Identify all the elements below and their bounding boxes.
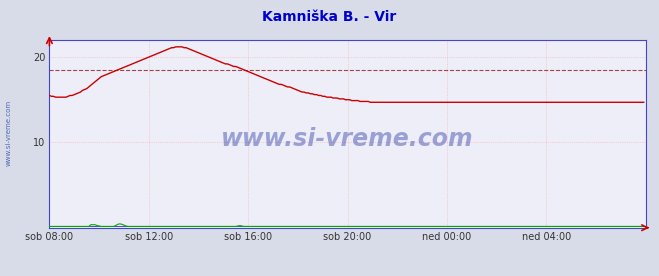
Text: www.si-vreme.com: www.si-vreme.com [221,128,474,152]
Text: www.si-vreme.com: www.si-vreme.com [5,99,11,166]
Text: Kamniška B. - Vir: Kamniška B. - Vir [262,10,397,24]
